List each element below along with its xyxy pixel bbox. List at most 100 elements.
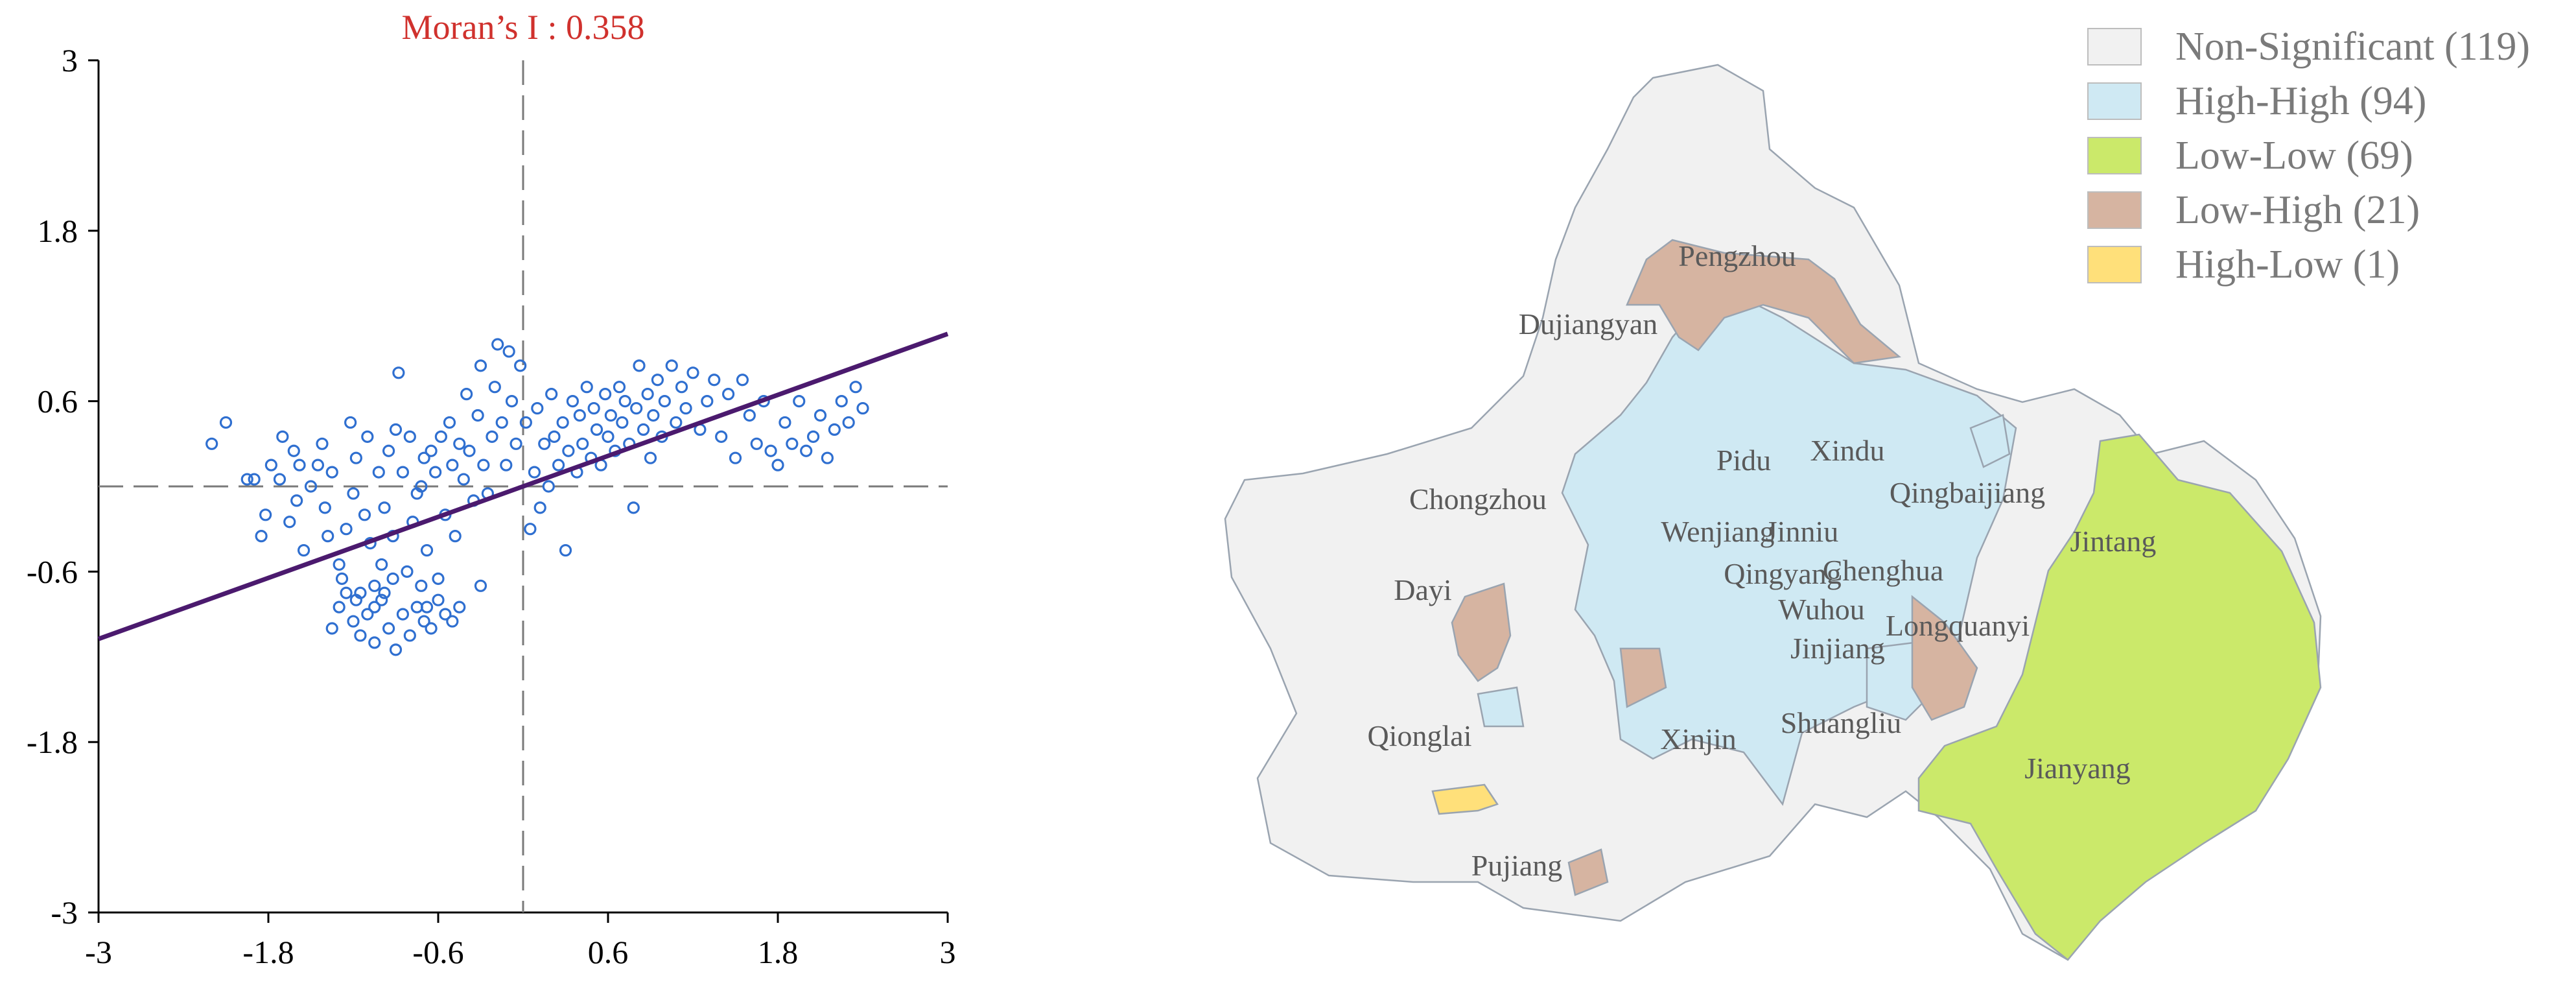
scatter-point (471, 409, 484, 422)
y-tick-label: -0.6 (27, 553, 78, 590)
scatter-point (556, 416, 569, 429)
scatter-point (453, 601, 466, 614)
scatter-point (349, 593, 362, 606)
legend-label-high-low: High-Low (1) (2175, 242, 2400, 287)
scatter-point (368, 636, 381, 649)
chart-title: Moran’s I : 0.358 (402, 8, 645, 47)
scatter-point (573, 409, 586, 422)
scatter-point (248, 473, 261, 486)
x-tick-label: -0.6 (412, 934, 463, 970)
scatter-point (764, 444, 777, 457)
map-region-hh-west (1477, 686, 1525, 728)
scatter-point (410, 601, 423, 614)
scatter-point (495, 416, 508, 429)
scatter-point (576, 437, 589, 450)
legend-swatch-low-high (2087, 191, 2142, 229)
map-region-pujiang-lh (1567, 848, 1609, 896)
scatter-point (417, 615, 430, 628)
scatter-point (806, 430, 820, 443)
district-label: Pidu (1716, 444, 1771, 477)
district-label: Qingbaijiang (1890, 476, 2045, 509)
scatter-point (531, 401, 544, 415)
scatter-point (519, 416, 532, 429)
map-region-longquanyi-lh (1911, 595, 1978, 721)
scatter-point (602, 430, 615, 443)
scatter-point (457, 473, 470, 486)
legend-swatch-high-high (2087, 82, 2142, 120)
scatter-point (417, 451, 430, 464)
map-region-wenjiang-lh (1619, 647, 1667, 708)
scatter-point (432, 572, 445, 585)
scatter-point (524, 523, 537, 536)
map-region-pengzhou (1626, 239, 1901, 364)
scatter-point (562, 444, 575, 457)
scatter-point (552, 459, 565, 471)
legend-swatch-low-low (2087, 137, 2142, 174)
scatter-point (382, 622, 395, 635)
scatter-point (701, 394, 714, 408)
district-label: Chenghua (1823, 554, 1944, 587)
scatter-point (665, 359, 678, 372)
scatter-point (432, 593, 445, 606)
scatter-point (686, 366, 699, 379)
scatter-point (420, 601, 434, 614)
scatter-point (287, 444, 300, 457)
scatter-point (297, 543, 310, 557)
scatter-point (587, 401, 600, 415)
scatter-point (358, 508, 371, 521)
scatter-point (474, 579, 487, 592)
scatter-point (378, 586, 391, 599)
district-label: Dujiangyan (1519, 307, 1658, 340)
scatter-point (548, 430, 561, 443)
scatter-point (491, 338, 504, 351)
scatter-point (580, 381, 593, 394)
scatter-point (463, 444, 476, 457)
x-tick-label: -1.8 (242, 934, 294, 970)
y-tick-label: 1.8 (38, 213, 78, 249)
scatter-point (316, 437, 329, 450)
scatter-point (354, 629, 367, 642)
scatter-point (599, 388, 612, 401)
scatter-point (372, 466, 385, 479)
scatter-point (786, 437, 799, 450)
scatter-point (333, 558, 345, 571)
scatter-point (293, 459, 306, 471)
scatter-point (715, 430, 728, 443)
scatter-point (514, 359, 527, 372)
district-label: Shuangliu (1781, 706, 1902, 739)
scatter-point (325, 466, 338, 479)
scatter-point (814, 409, 827, 422)
scatter-point (443, 416, 456, 429)
scatter-point (771, 459, 784, 471)
scatter-point (616, 416, 629, 429)
district-label: Pengzhou (1678, 239, 1796, 272)
scatter-point (361, 430, 374, 443)
scatter-point (378, 501, 391, 514)
scatter-point (311, 459, 325, 471)
x-tick-label: 0.6 (588, 934, 629, 970)
district-label: Longquanyi (1886, 609, 2030, 642)
scatter-point (538, 437, 551, 450)
scatter-point (633, 359, 646, 372)
scatter-point (333, 601, 345, 614)
legend-item-low-high: Low-High (21) (2087, 183, 2530, 237)
scatter-point (500, 459, 513, 471)
scatter-point (842, 416, 855, 429)
scatter-point (505, 394, 519, 408)
scatter-point (434, 430, 447, 443)
scatter-point (368, 601, 381, 614)
map-legend: Non-Significant (119) High-High (94) Low… (2087, 19, 2530, 292)
scatter-point (641, 388, 654, 401)
scatter-point (750, 437, 763, 450)
scatter-point (396, 466, 410, 479)
scatter-point (679, 401, 692, 415)
scatter-point (460, 388, 473, 401)
scatter-point (821, 451, 834, 464)
scatter-point (449, 530, 462, 543)
scatter-point (347, 487, 360, 500)
legend-item-high-low: High-Low (1) (2087, 237, 2530, 292)
scatter-point (375, 593, 388, 606)
scatter-point (349, 451, 362, 464)
scatter-point (566, 394, 580, 408)
